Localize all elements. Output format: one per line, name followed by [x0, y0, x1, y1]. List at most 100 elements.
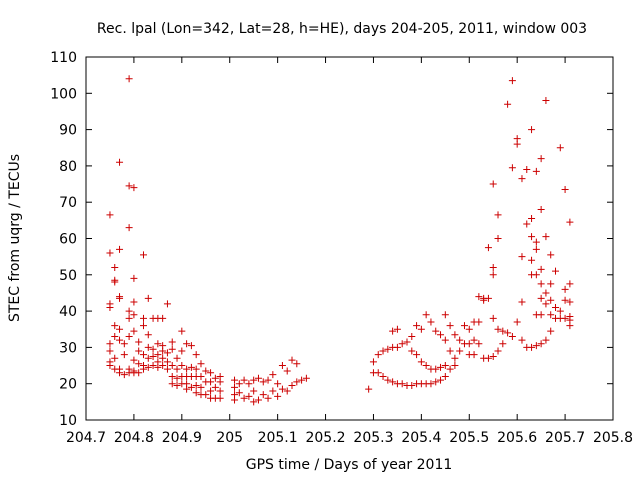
data-point-plus-marker: [159, 362, 167, 370]
data-point-plus-marker: [125, 75, 133, 83]
data-point-plus-marker: [283, 387, 291, 395]
data-point-plus-marker: [552, 303, 560, 311]
x-tick-label: 205.5: [449, 430, 489, 446]
data-point-plus-marker: [116, 369, 124, 377]
data-point-plus-marker: [211, 383, 219, 391]
data-point-plus-marker: [135, 369, 143, 377]
data-point-plus-marker: [168, 345, 176, 353]
data-point-plus-marker: [116, 245, 124, 253]
data-point-plus-marker: [173, 374, 181, 382]
data-point-plus-marker: [211, 374, 219, 382]
data-point-plus-marker: [504, 100, 512, 108]
y-tick-label: 70: [59, 195, 77, 211]
data-point-plus-marker: [106, 249, 114, 257]
data-point-plus-marker: [125, 333, 133, 341]
data-point-plus-marker: [566, 218, 574, 226]
data-point-plus-marker: [484, 244, 492, 252]
data-point-plus-marker: [518, 253, 526, 261]
data-point-plus-marker: [432, 327, 440, 335]
data-point-plus-marker: [187, 363, 195, 371]
data-point-plus-marker: [494, 325, 502, 333]
data-point-plus-marker: [494, 347, 502, 355]
data-point-plus-marker: [139, 322, 147, 330]
data-point-plus-marker: [379, 347, 387, 355]
data-point-plus-marker: [106, 347, 114, 355]
data-point-plus-marker: [561, 314, 569, 322]
data-point-plus-marker: [398, 380, 406, 388]
data-point-plus-marker: [408, 382, 416, 390]
data-point-plus-marker: [532, 271, 540, 279]
data-point-plus-marker: [240, 394, 248, 402]
data-point-plus-marker: [427, 380, 435, 388]
data-point-plus-marker: [441, 362, 449, 370]
data-point-plus-marker: [403, 338, 411, 346]
data-point-plus-marker: [374, 369, 382, 377]
data-point-plus-marker: [111, 264, 119, 272]
data-point-plus-marker: [547, 327, 555, 335]
data-point-plus-marker: [245, 392, 253, 400]
data-point-plus-marker: [532, 167, 540, 175]
data-point-plus-marker: [173, 365, 181, 373]
data-point-plus-marker: [216, 378, 224, 386]
data-point-plus-marker: [499, 340, 507, 348]
x-tick-label: 204.8: [114, 430, 154, 446]
data-point-plus-marker: [130, 327, 138, 335]
data-point-plus-marker: [566, 322, 574, 330]
data-points: [106, 75, 574, 406]
data-point-plus-marker: [393, 325, 401, 333]
data-point-plus-marker: [168, 362, 176, 370]
data-point-plus-marker: [369, 358, 377, 366]
data-point-plus-marker: [111, 322, 119, 330]
data-point-plus-marker: [475, 293, 483, 301]
data-point-plus-marker: [288, 382, 296, 390]
data-point-plus-marker: [508, 77, 516, 85]
data-point-plus-marker: [293, 360, 301, 368]
data-point-plus-marker: [178, 347, 186, 355]
data-point-plus-marker: [489, 314, 497, 322]
data-point-plus-marker: [513, 318, 521, 326]
data-point-plus-marker: [427, 318, 435, 326]
data-point-plus-marker: [484, 354, 492, 362]
data-point-plus-marker: [235, 380, 243, 388]
chart-title: Rec. lpal (Lon=342, Lat=28, h=HE), days …: [97, 21, 587, 37]
data-point-plus-marker: [556, 144, 564, 152]
data-point-plus-marker: [130, 184, 138, 192]
data-point-plus-marker: [508, 164, 516, 172]
data-point-plus-marker: [489, 352, 497, 360]
data-point-plus-marker: [149, 362, 157, 370]
data-point-plus-marker: [139, 251, 147, 259]
data-point-plus-marker: [389, 378, 397, 386]
data-point-plus-marker: [116, 336, 124, 344]
data-point-plus-marker: [384, 345, 392, 353]
data-point-plus-marker: [139, 314, 147, 322]
data-point-plus-marker: [384, 376, 392, 384]
data-point-plus-marker: [163, 349, 171, 357]
x-tick-label: 205.8: [593, 430, 633, 446]
data-point-plus-marker: [149, 352, 157, 360]
data-point-plus-marker: [231, 376, 239, 384]
data-point-plus-marker: [437, 363, 445, 371]
data-point-plus-marker: [130, 298, 138, 306]
data-point-plus-marker: [528, 126, 536, 134]
data-point-plus-marker: [537, 311, 545, 319]
data-point-plus-marker: [504, 329, 512, 337]
x-tick-label: 204.7: [66, 430, 106, 446]
data-point-plus-marker: [456, 347, 464, 355]
data-point-plus-marker: [451, 362, 459, 370]
data-point-plus-marker: [278, 385, 286, 393]
data-point-plus-marker: [116, 158, 124, 166]
data-point-plus-marker: [422, 362, 430, 370]
data-point-plus-marker: [494, 235, 502, 242]
data-point-plus-marker: [432, 378, 440, 386]
data-point-plus-marker: [163, 358, 171, 366]
data-point-plus-marker: [441, 336, 449, 344]
data-point-plus-marker: [139, 365, 147, 373]
data-point-plus-marker: [489, 264, 497, 272]
data-point-plus-marker: [144, 294, 152, 302]
data-point-plus-marker: [556, 307, 564, 315]
data-point-plus-marker: [250, 387, 258, 395]
data-point-plus-marker: [446, 365, 454, 373]
data-point-plus-marker: [197, 372, 205, 380]
data-point-plus-marker: [135, 347, 143, 355]
data-point-plus-marker: [154, 351, 162, 359]
